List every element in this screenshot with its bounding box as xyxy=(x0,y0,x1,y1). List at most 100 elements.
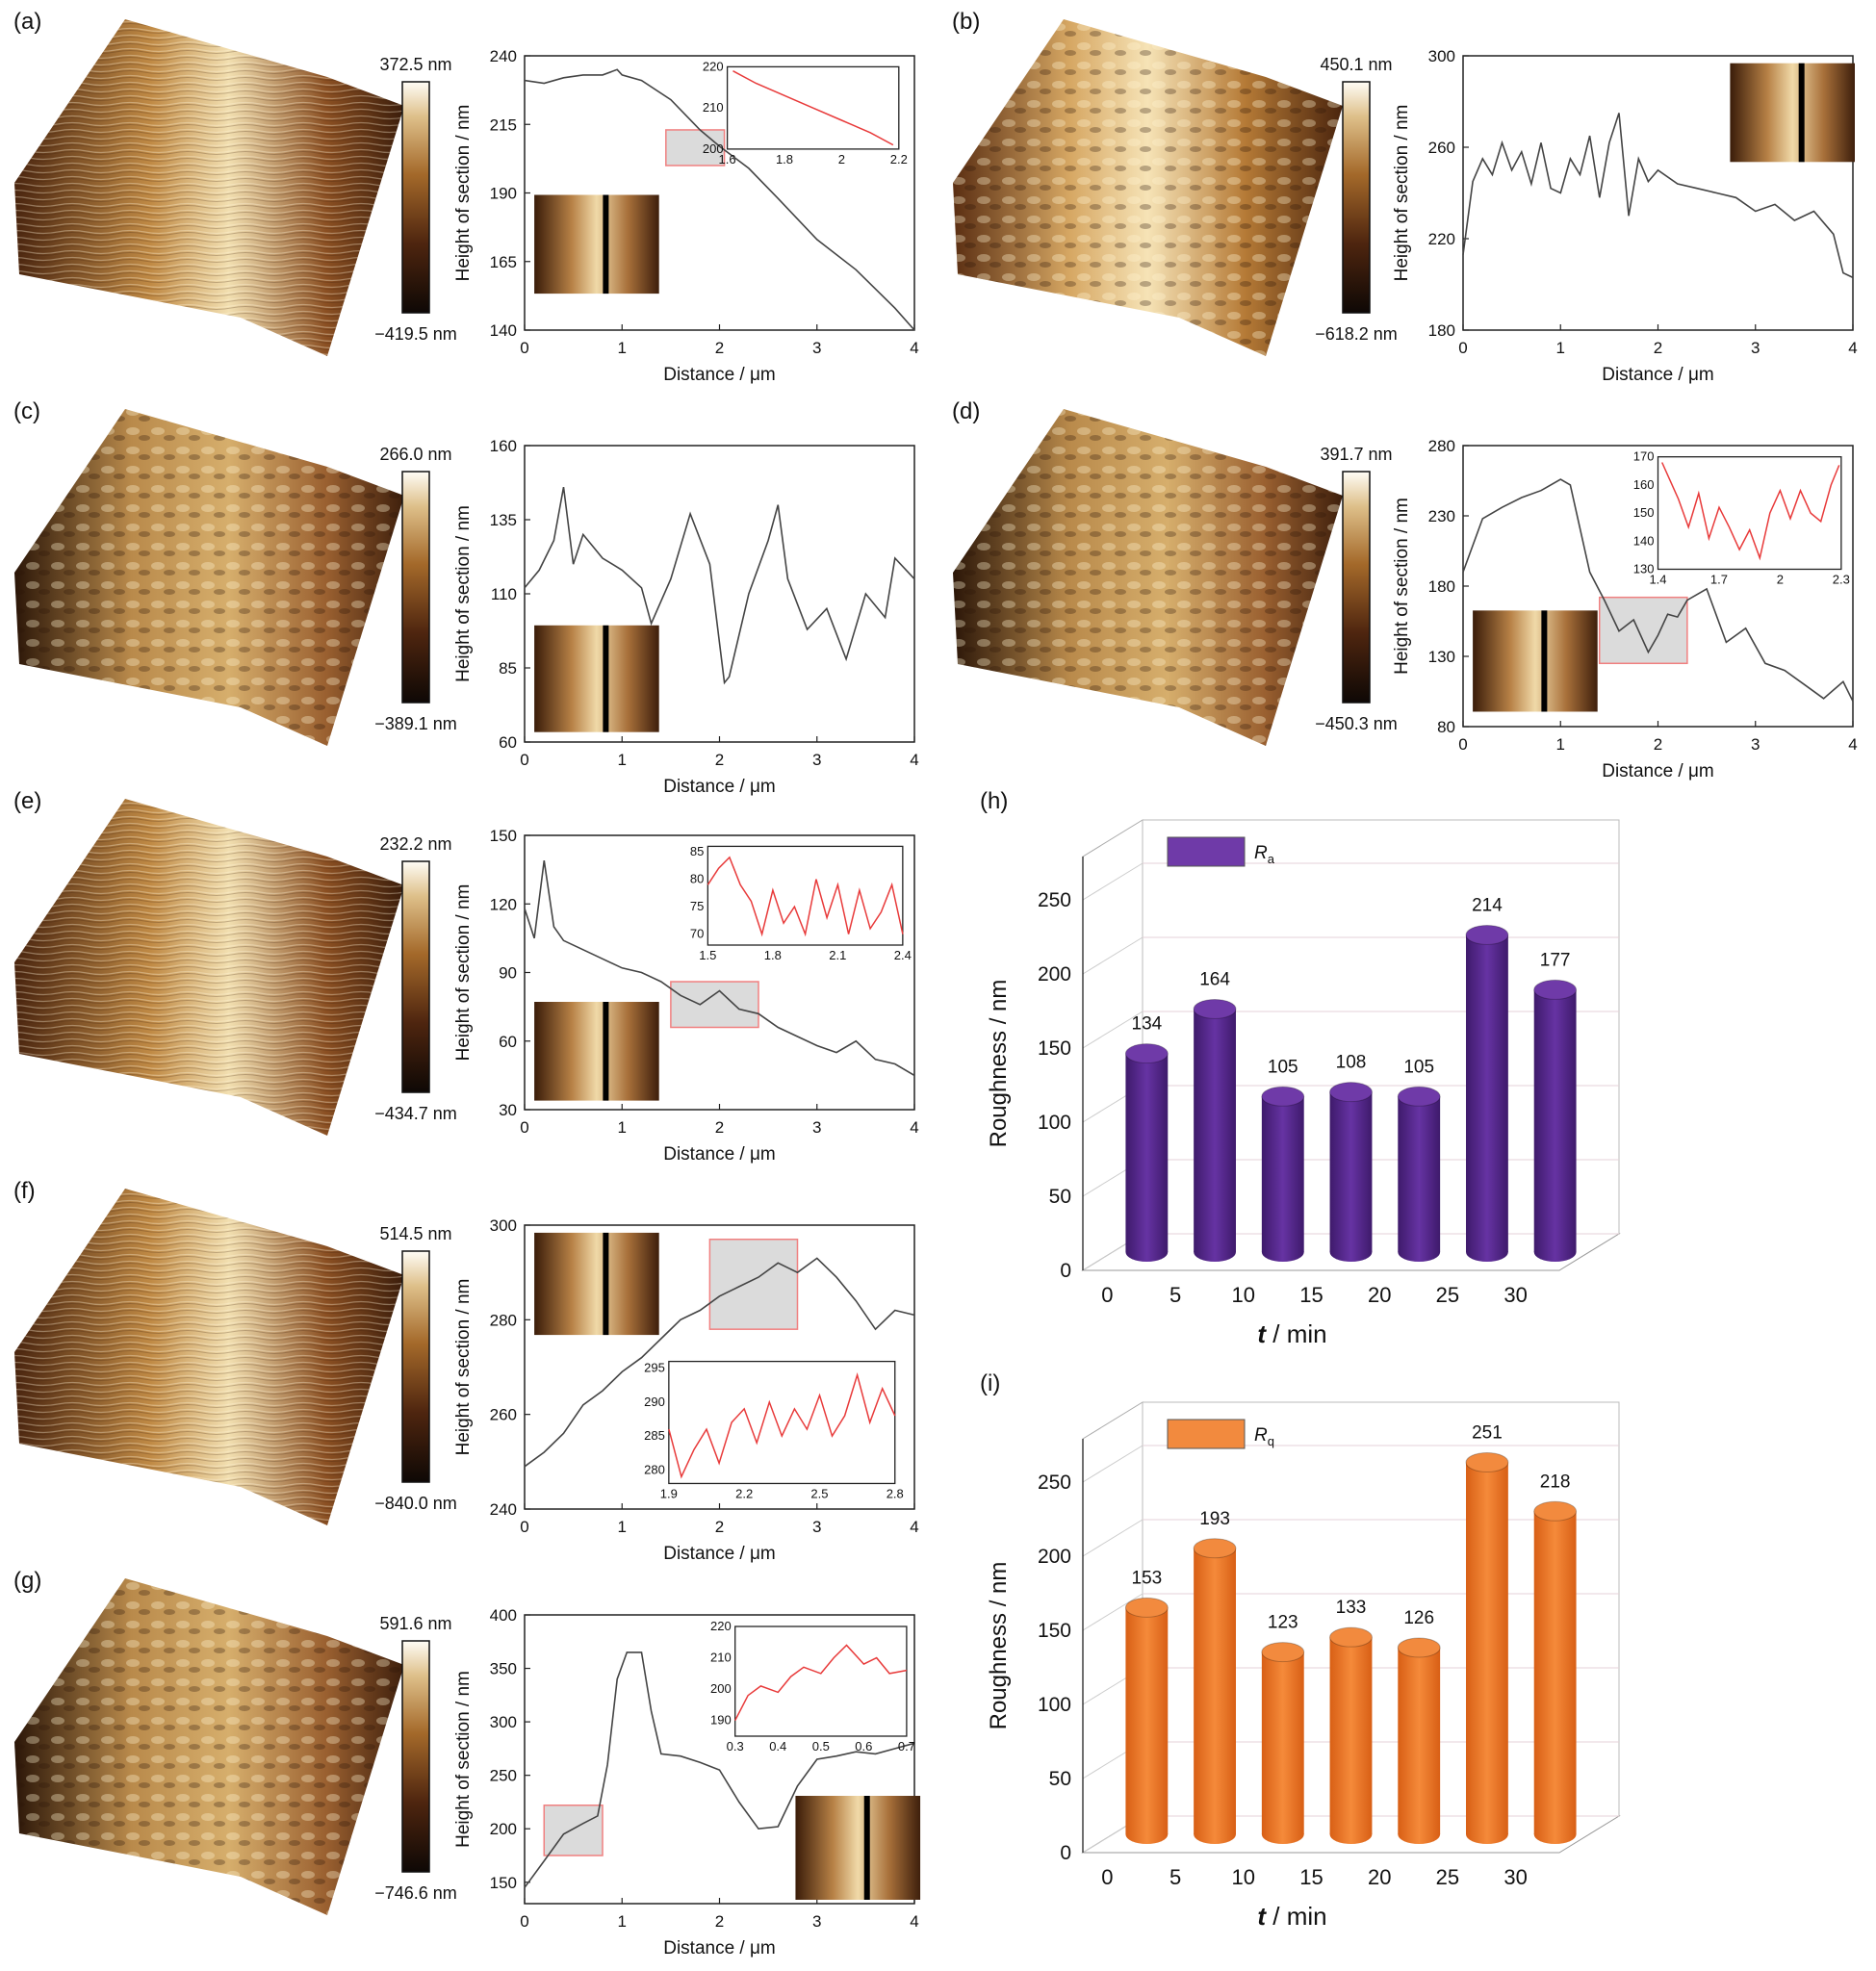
inset-y-tick-label: 285 xyxy=(644,1428,665,1443)
bar xyxy=(1533,989,1577,1252)
scale-min-label: −419.5 nm xyxy=(374,324,457,344)
bar-value-label: 105 xyxy=(1403,1057,1434,1077)
y-tick-label: 160 xyxy=(490,437,517,455)
bar-value-label: 108 xyxy=(1336,1053,1367,1073)
y-axis-label: Height of section / nm xyxy=(453,505,474,682)
inset-y-tick-label: 210 xyxy=(703,100,724,115)
inset-x-tick-label: 1.5 xyxy=(699,948,716,962)
bar-cap xyxy=(1193,1538,1237,1559)
x-axis-label: Distance / μm xyxy=(663,777,776,797)
afm-surface-texture xyxy=(14,799,404,1136)
y-tick-label: 50 xyxy=(1049,1768,1071,1790)
zoom-highlight-region xyxy=(708,1239,799,1330)
x-tick-label: 2 xyxy=(715,1118,724,1137)
x-tick-label: 0 xyxy=(520,751,528,769)
gridline-side xyxy=(1082,862,1144,901)
zoom-inset-frame xyxy=(734,1625,908,1737)
topography-thumbnail xyxy=(534,1002,659,1101)
bar-value-label: 218 xyxy=(1540,1472,1571,1492)
inset-x-tick-label: 1.8 xyxy=(776,152,793,166)
zoom-inset-line xyxy=(707,856,904,937)
inset-x-tick-label: 2.4 xyxy=(894,948,912,962)
scale-max-label: 391.7 nm xyxy=(1320,445,1392,464)
section-line-marker xyxy=(1541,610,1548,712)
inset-y-tick-label: 220 xyxy=(703,59,724,73)
section-line-marker xyxy=(603,1002,609,1101)
inset-y-tick-label: 295 xyxy=(644,1361,665,1375)
scale-max-label: 514.5 nm xyxy=(379,1224,451,1243)
height-profile-line xyxy=(524,68,915,331)
y-tick-label: 60 xyxy=(499,733,517,752)
bar-base xyxy=(1194,1825,1236,1844)
inset-x-tick-label: 0.4 xyxy=(769,1739,786,1753)
bar-base xyxy=(1125,1242,1169,1262)
bar xyxy=(1398,1647,1441,1834)
panel-label: (f) xyxy=(13,1178,36,1204)
inset-x-tick-label: 2.1 xyxy=(829,948,846,962)
bar xyxy=(1466,934,1508,1252)
inset-y-tick-label: 80 xyxy=(690,872,704,886)
y-axis-label: Roughness / nm xyxy=(986,1562,1012,1730)
topography-thumbnail xyxy=(1730,63,1855,163)
panel-label: (e) xyxy=(13,788,41,814)
y-tick-label: 120 xyxy=(490,895,517,913)
gridline-side xyxy=(1082,1593,1144,1631)
y-axis-label: Height of section / nm xyxy=(453,884,474,1062)
y-tick-label: 220 xyxy=(1428,230,1455,248)
x-tick-label: 10 xyxy=(1232,1865,1255,1889)
y-tick-label: 150 xyxy=(1038,1037,1071,1060)
height-profile-line xyxy=(1462,113,1854,279)
scale-min-label: −840.0 nm xyxy=(374,1494,457,1513)
inset-x-tick-label: 1.6 xyxy=(719,152,736,166)
y-tick-label: 280 xyxy=(490,1311,517,1329)
bar-value-label: 214 xyxy=(1472,895,1503,915)
panel-h: (h) 0 50 100 150 200 250 Ra 134 0 164 5 105 10 108 15 10… xyxy=(980,788,1621,1348)
gridline-side xyxy=(1082,936,1144,975)
afm-surface-texture xyxy=(953,19,1343,356)
y-tick-label: 110 xyxy=(491,585,517,603)
x-tick-label: 0 xyxy=(520,1912,528,1931)
bar-cap xyxy=(1124,1597,1169,1618)
bar-cap xyxy=(1533,979,1578,1000)
x-axis-label: Distance / μm xyxy=(1602,761,1714,781)
legend-label: Ra xyxy=(1254,843,1275,866)
inset-y-tick-label: 150 xyxy=(1633,505,1655,520)
x-tick-label: 3 xyxy=(1751,339,1760,357)
y-axis-label: Height of section / nm xyxy=(453,1671,474,1848)
inset-x-tick-label: 0.6 xyxy=(855,1739,872,1753)
x-tick-label: 3 xyxy=(812,751,821,769)
y-tick-label: 60 xyxy=(499,1033,517,1051)
bar xyxy=(1329,1637,1373,1834)
x-tick-label: 4 xyxy=(910,1518,918,1536)
x-tick-label: 2 xyxy=(1654,339,1662,357)
y-tick-label: 0 xyxy=(1060,1260,1071,1282)
x-axis-label: Distance / μm xyxy=(663,1544,776,1564)
zoom-inset-line xyxy=(732,70,894,146)
x-tick-label: 1 xyxy=(1556,339,1565,357)
y-tick-label: 150 xyxy=(490,827,517,845)
x-tick-label: 4 xyxy=(910,1118,918,1137)
height-profile-line xyxy=(1462,478,1854,703)
panel-label: (b) xyxy=(952,9,980,35)
x-tick-label: 30 xyxy=(1503,1283,1527,1307)
x-tick-label: 3 xyxy=(1751,735,1760,754)
bar-value-label: 126 xyxy=(1403,1608,1434,1628)
bar-cap xyxy=(1124,1043,1169,1064)
scale-min-label: −746.6 nm xyxy=(374,1883,457,1903)
x-tick-label: 20 xyxy=(1368,1865,1391,1889)
panel-label: (g) xyxy=(13,1568,41,1594)
y-tick-label: 90 xyxy=(499,964,517,983)
x-tick-label: 15 xyxy=(1299,1865,1323,1889)
zoom-inset-line xyxy=(668,1371,896,1479)
scale-max-label: 232.2 nm xyxy=(379,834,451,854)
panel-c: (c) 266.0 nm −389.1 nm 0 1 2 3 4 60 85 110 135 160 Di… xyxy=(13,398,919,797)
topography-thumbnail xyxy=(795,1796,921,1900)
gridline-side xyxy=(1082,1445,1144,1483)
x-tick-label: 4 xyxy=(1848,735,1857,754)
inset-x-tick-label: 2 xyxy=(838,152,845,166)
x-axis-label: t / min xyxy=(1257,1902,1326,1931)
x-tick-label: 20 xyxy=(1368,1283,1391,1307)
x-tick-label: 15 xyxy=(1299,1283,1323,1307)
x-tick-label: 3 xyxy=(812,1118,821,1137)
inset-y-tick-label: 130 xyxy=(1633,561,1655,576)
